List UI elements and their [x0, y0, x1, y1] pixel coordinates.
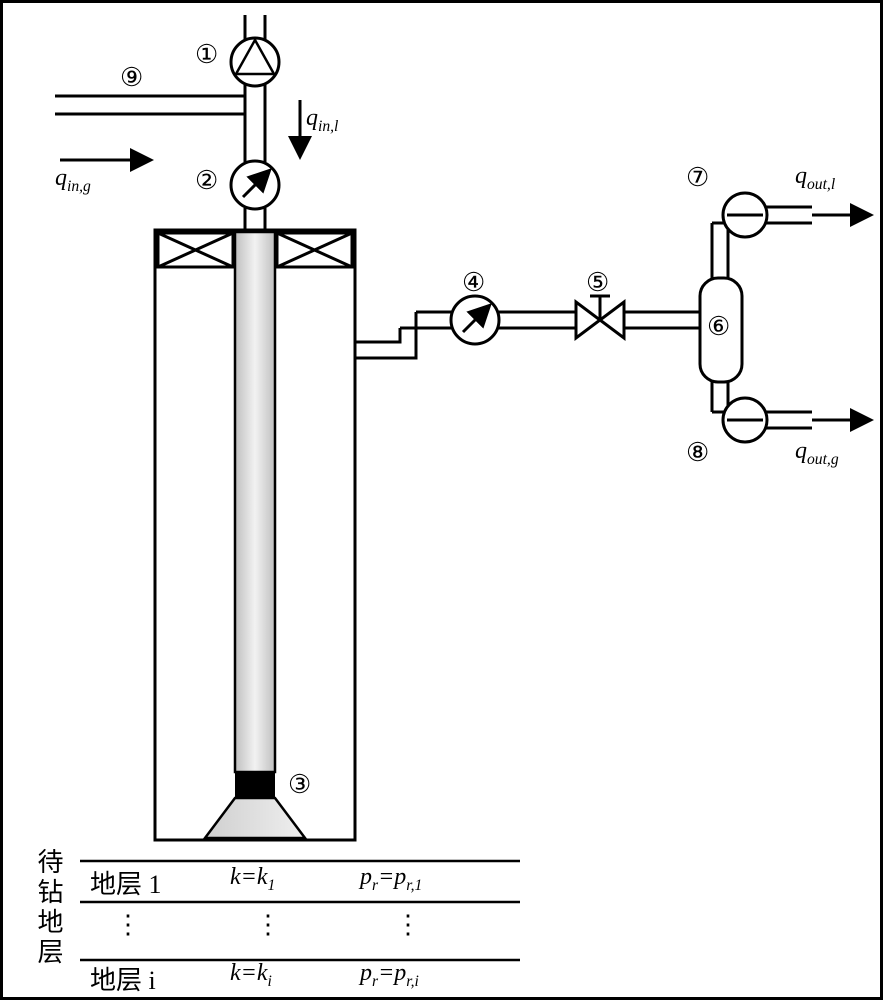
circled-6: ⑥: [707, 312, 730, 342]
layer1-name: 地层 1: [90, 864, 162, 901]
circled-1: ①: [195, 40, 218, 70]
circled-9: ⑨: [120, 63, 143, 93]
layeri-k: k=ki: [230, 960, 272, 991]
schematic-svg: [0, 0, 883, 1000]
circled-2: ②: [195, 166, 218, 196]
bit-neck: [235, 772, 275, 798]
outlet-line: [355, 312, 700, 358]
label-qin-g: qin,g: [55, 165, 91, 196]
label-qout-g: qout,g: [795, 438, 839, 469]
label-qin-l: qin,l: [306, 105, 338, 136]
pump-icon: [231, 38, 279, 86]
circled-4: ④: [462, 268, 485, 298]
label-qout-l: qout,l: [795, 163, 835, 194]
layeri-name: 地层 i: [90, 960, 156, 997]
layeri-p: pr=pr,i: [360, 960, 419, 991]
side-vertical-label: 待钻地层: [30, 848, 67, 968]
circled-8: ⑧: [686, 438, 709, 468]
circled-7: ⑦: [686, 163, 709, 193]
valve5-icon: [576, 296, 624, 338]
dots-3: ⋮: [395, 910, 421, 940]
layer1-p: pr=pr,1: [360, 864, 422, 895]
dots-2: ⋮: [255, 910, 281, 940]
circled-3: ③: [288, 770, 311, 800]
packer-right: [277, 233, 352, 267]
layer1-k: k=k1: [230, 864, 275, 895]
packer-left: [158, 233, 233, 267]
canvas-border: [2, 2, 882, 999]
circled-5: ⑤: [586, 268, 609, 298]
diagram-stage: ① ② ③ ④ ⑤ ⑥ ⑦ ⑧ ⑨ qin,g qin,l qout,l qou…: [0, 0, 883, 1000]
drill-pipe: [235, 232, 275, 772]
dots-1: ⋮: [115, 910, 141, 940]
